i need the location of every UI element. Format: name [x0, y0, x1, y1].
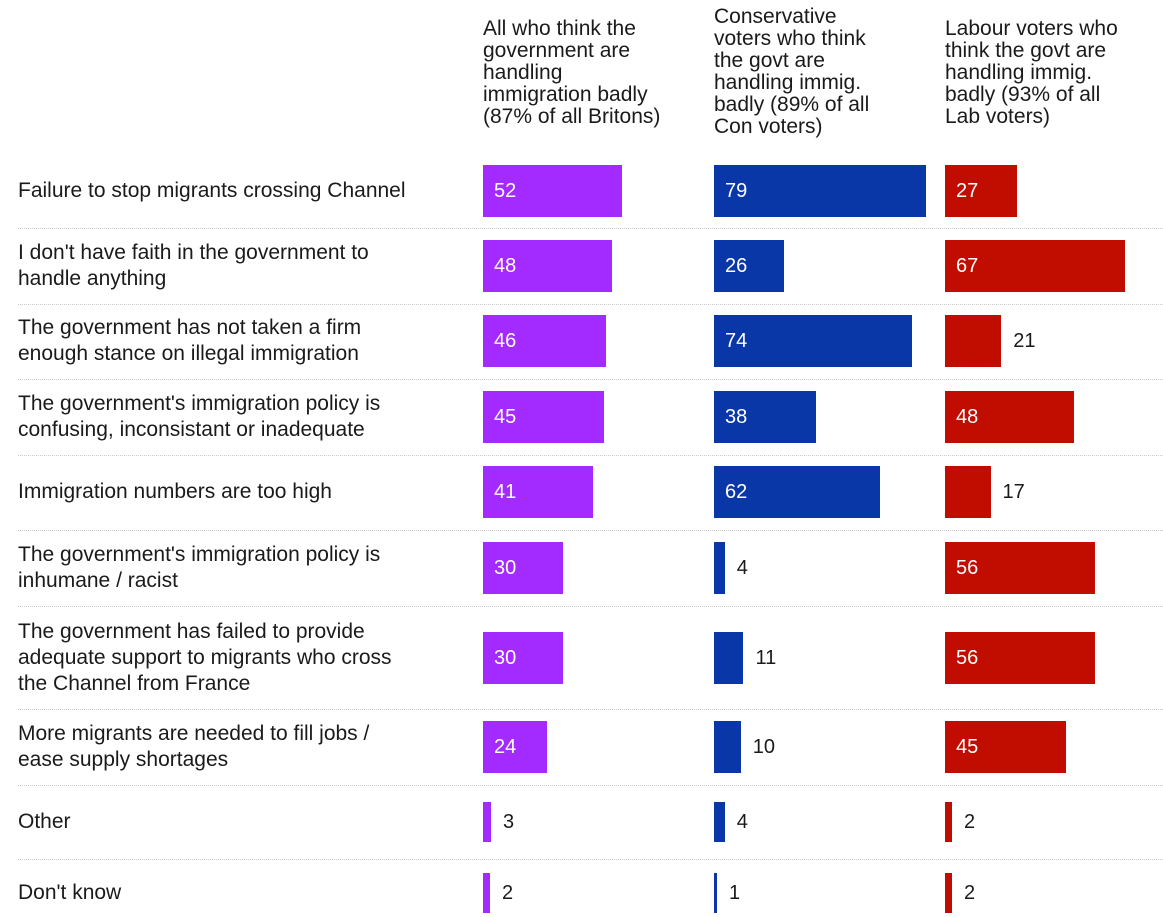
row-separator	[18, 455, 1163, 456]
category-label-text: Other	[18, 810, 71, 833]
category-label-text: I don't have faith in the government to …	[18, 241, 369, 290]
row-separator	[18, 709, 1163, 710]
data-label: 45	[494, 406, 517, 428]
data-label: 56	[956, 647, 979, 669]
bar	[483, 165, 623, 217]
row-separator	[18, 379, 1163, 380]
row-separator	[18, 530, 1163, 531]
data-label: 45	[956, 736, 979, 758]
bar	[714, 165, 926, 217]
row-separator	[18, 859, 1163, 860]
bar	[483, 240, 612, 292]
data-label: 2	[964, 811, 976, 833]
bar	[714, 542, 725, 594]
row-separator	[18, 606, 1163, 607]
data-label: 1	[729, 882, 741, 904]
category-label: The government has failed to provide ade…	[18, 619, 473, 697]
data-label: 46	[494, 330, 517, 352]
bar	[483, 391, 604, 443]
bar	[714, 721, 741, 773]
bar	[945, 165, 1018, 217]
data-label: 27	[956, 180, 979, 202]
bar	[714, 632, 744, 684]
bar	[483, 315, 607, 367]
category-label-text: The government has failed to provide ade…	[18, 620, 392, 695]
bar	[483, 802, 492, 842]
data-label: 48	[494, 255, 517, 277]
data-label: 67	[956, 255, 979, 277]
bar	[483, 466, 593, 518]
data-label: 79	[725, 180, 748, 202]
data-label: 30	[494, 557, 517, 579]
bar	[945, 466, 991, 518]
category-label: I don't have faith in the government to …	[18, 240, 473, 292]
category-label: Immigration numbers are too high	[18, 479, 473, 505]
category-label: The government's immigration policy is i…	[18, 542, 473, 594]
data-label: 17	[1002, 481, 1025, 503]
category-label-text: The government's immigration policy is c…	[18, 392, 381, 441]
bar	[483, 542, 564, 594]
bar	[945, 391, 1074, 443]
category-label-text: More migrants are needed to fill jobs / …	[18, 722, 370, 771]
category-label: The government's immigration policy is c…	[18, 391, 473, 443]
data-label: 41	[494, 481, 517, 503]
category-label: Other	[18, 809, 473, 835]
data-label: 30	[494, 647, 517, 669]
bar	[945, 240, 1125, 292]
data-label: 26	[725, 255, 748, 277]
data-label: 4	[736, 811, 748, 833]
bar	[945, 315, 1002, 367]
data-label: 24	[494, 736, 517, 758]
bar	[945, 542, 1096, 594]
data-label: 11	[755, 647, 777, 669]
data-label: 4	[736, 557, 748, 579]
bar	[483, 721, 548, 773]
bar	[483, 873, 490, 913]
category-label-text: The government has not taken a firm enou…	[18, 316, 362, 365]
series-header-0: All who think the government are handlin…	[483, 17, 661, 128]
category-label-text: Don't know	[18, 881, 122, 904]
data-label: 48	[956, 406, 979, 428]
data-label: 21	[1013, 330, 1036, 352]
bar	[714, 466, 881, 518]
category-label-text: Failure to stop migrants crossing Channe…	[18, 179, 406, 202]
data-label: 62	[725, 481, 748, 503]
bar	[714, 873, 717, 913]
category-label: Failure to stop migrants crossing Channe…	[18, 178, 473, 204]
bar	[945, 721, 1066, 773]
data-label: 10	[752, 736, 776, 758]
data-label: 38	[725, 406, 748, 428]
row-separator	[18, 785, 1163, 786]
category-label: Don't know	[18, 880, 473, 906]
data-label: 3	[503, 811, 515, 833]
data-label: 2	[502, 882, 514, 904]
data-label: 56	[956, 557, 979, 579]
bar	[714, 802, 725, 842]
series-header-2: Labour voters who think the govt are han…	[945, 17, 1118, 128]
bar	[714, 315, 913, 367]
bar	[945, 802, 952, 842]
data-label: 2	[964, 882, 976, 904]
row-separator	[18, 304, 1163, 305]
bar	[945, 632, 1096, 684]
bar	[714, 240, 784, 292]
bar	[483, 632, 564, 684]
data-label: 52	[494, 180, 517, 202]
category-label-text: Immigration numbers are too high	[18, 480, 332, 503]
bar	[714, 391, 816, 443]
data-label: 74	[725, 330, 748, 352]
category-label: The government has not taken a firm enou…	[18, 315, 473, 367]
bar	[945, 873, 952, 913]
row-separator	[18, 228, 1163, 229]
category-label-text: The government's immigration policy is i…	[18, 543, 381, 592]
series-header-1: Conservative voters who think the govt a…	[714, 5, 870, 138]
category-label: More migrants are needed to fill jobs / …	[18, 721, 473, 773]
